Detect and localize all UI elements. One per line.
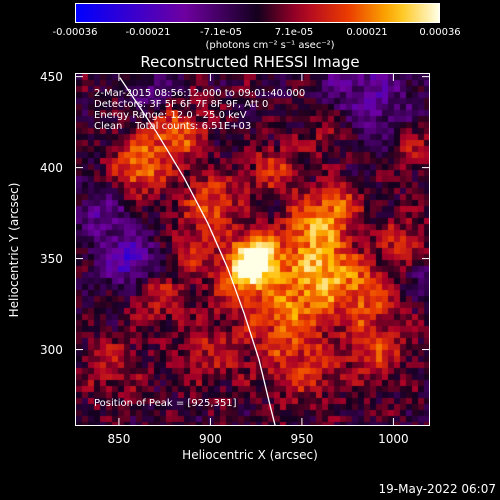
y-tick-label: 300: [40, 342, 63, 357]
colorbar-tick-label: -7.1e-05: [200, 27, 242, 38]
chart-title: Reconstructed RHESSI Image: [140, 53, 360, 71]
x-tick-label: 900: [198, 432, 222, 446]
info-line-4: Clean Total counts: 6.51E+03: [94, 121, 252, 132]
y-tick-label: 400: [40, 160, 63, 175]
peak-position-label: Position of Peak = [925,351]: [94, 398, 237, 409]
timestamp: 19-May-2022 06:07: [378, 482, 496, 496]
y-tick-label: 350: [40, 251, 63, 266]
y-tick-label: 450: [40, 69, 63, 84]
colorbar-unit: (photons cm⁻² s⁻¹ asec⁻²): [205, 40, 335, 51]
x-axis-label: Heliocentric X (arcsec): [182, 448, 318, 462]
colorbar-tick-label: 0.00021: [346, 27, 388, 38]
colorbar-tick-label: 0.00036: [419, 27, 461, 38]
info-line-2: Detectors: 3F 5F 6F 7F 8F 9F, Att 0: [94, 99, 269, 110]
colorbar: [75, 3, 440, 23]
info-line-1: 2-Mar-2015 08:56:12.000 to 09:01:40.000: [94, 88, 306, 99]
y-axis-label: Heliocentric Y (arcsec): [7, 182, 21, 318]
info-line-3: Energy Range: 12.0 - 25.0 keV: [94, 110, 247, 121]
heatmap-canvas: [76, 74, 429, 425]
colorbar-tick-label: -0.00021: [125, 27, 171, 38]
colorbar-tick-label: -0.00036: [52, 27, 98, 38]
x-tick-label: 1000: [378, 432, 409, 446]
solar-limb-line: [119, 77, 276, 425]
plot-area: 2-Mar-2015 08:56:12.000 to 09:01:40.000 …: [75, 73, 430, 426]
x-tick-label: 850: [107, 432, 131, 446]
colorbar-tick-label: 7.1e-05: [274, 27, 314, 38]
solar-limb-curve: [119, 77, 276, 425]
x-tick-label: 950: [290, 432, 314, 446]
